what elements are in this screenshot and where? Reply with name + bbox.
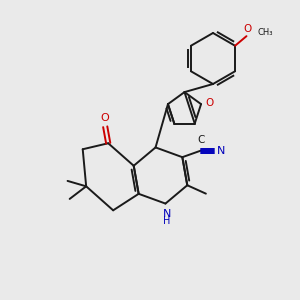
- Text: C: C: [198, 135, 205, 145]
- Text: O: O: [101, 112, 110, 123]
- Text: O: O: [205, 98, 213, 108]
- Text: CH₃: CH₃: [258, 28, 273, 37]
- Text: O: O: [243, 24, 251, 34]
- Text: N: N: [217, 146, 225, 156]
- Text: H: H: [163, 216, 171, 226]
- Text: N: N: [163, 209, 171, 219]
